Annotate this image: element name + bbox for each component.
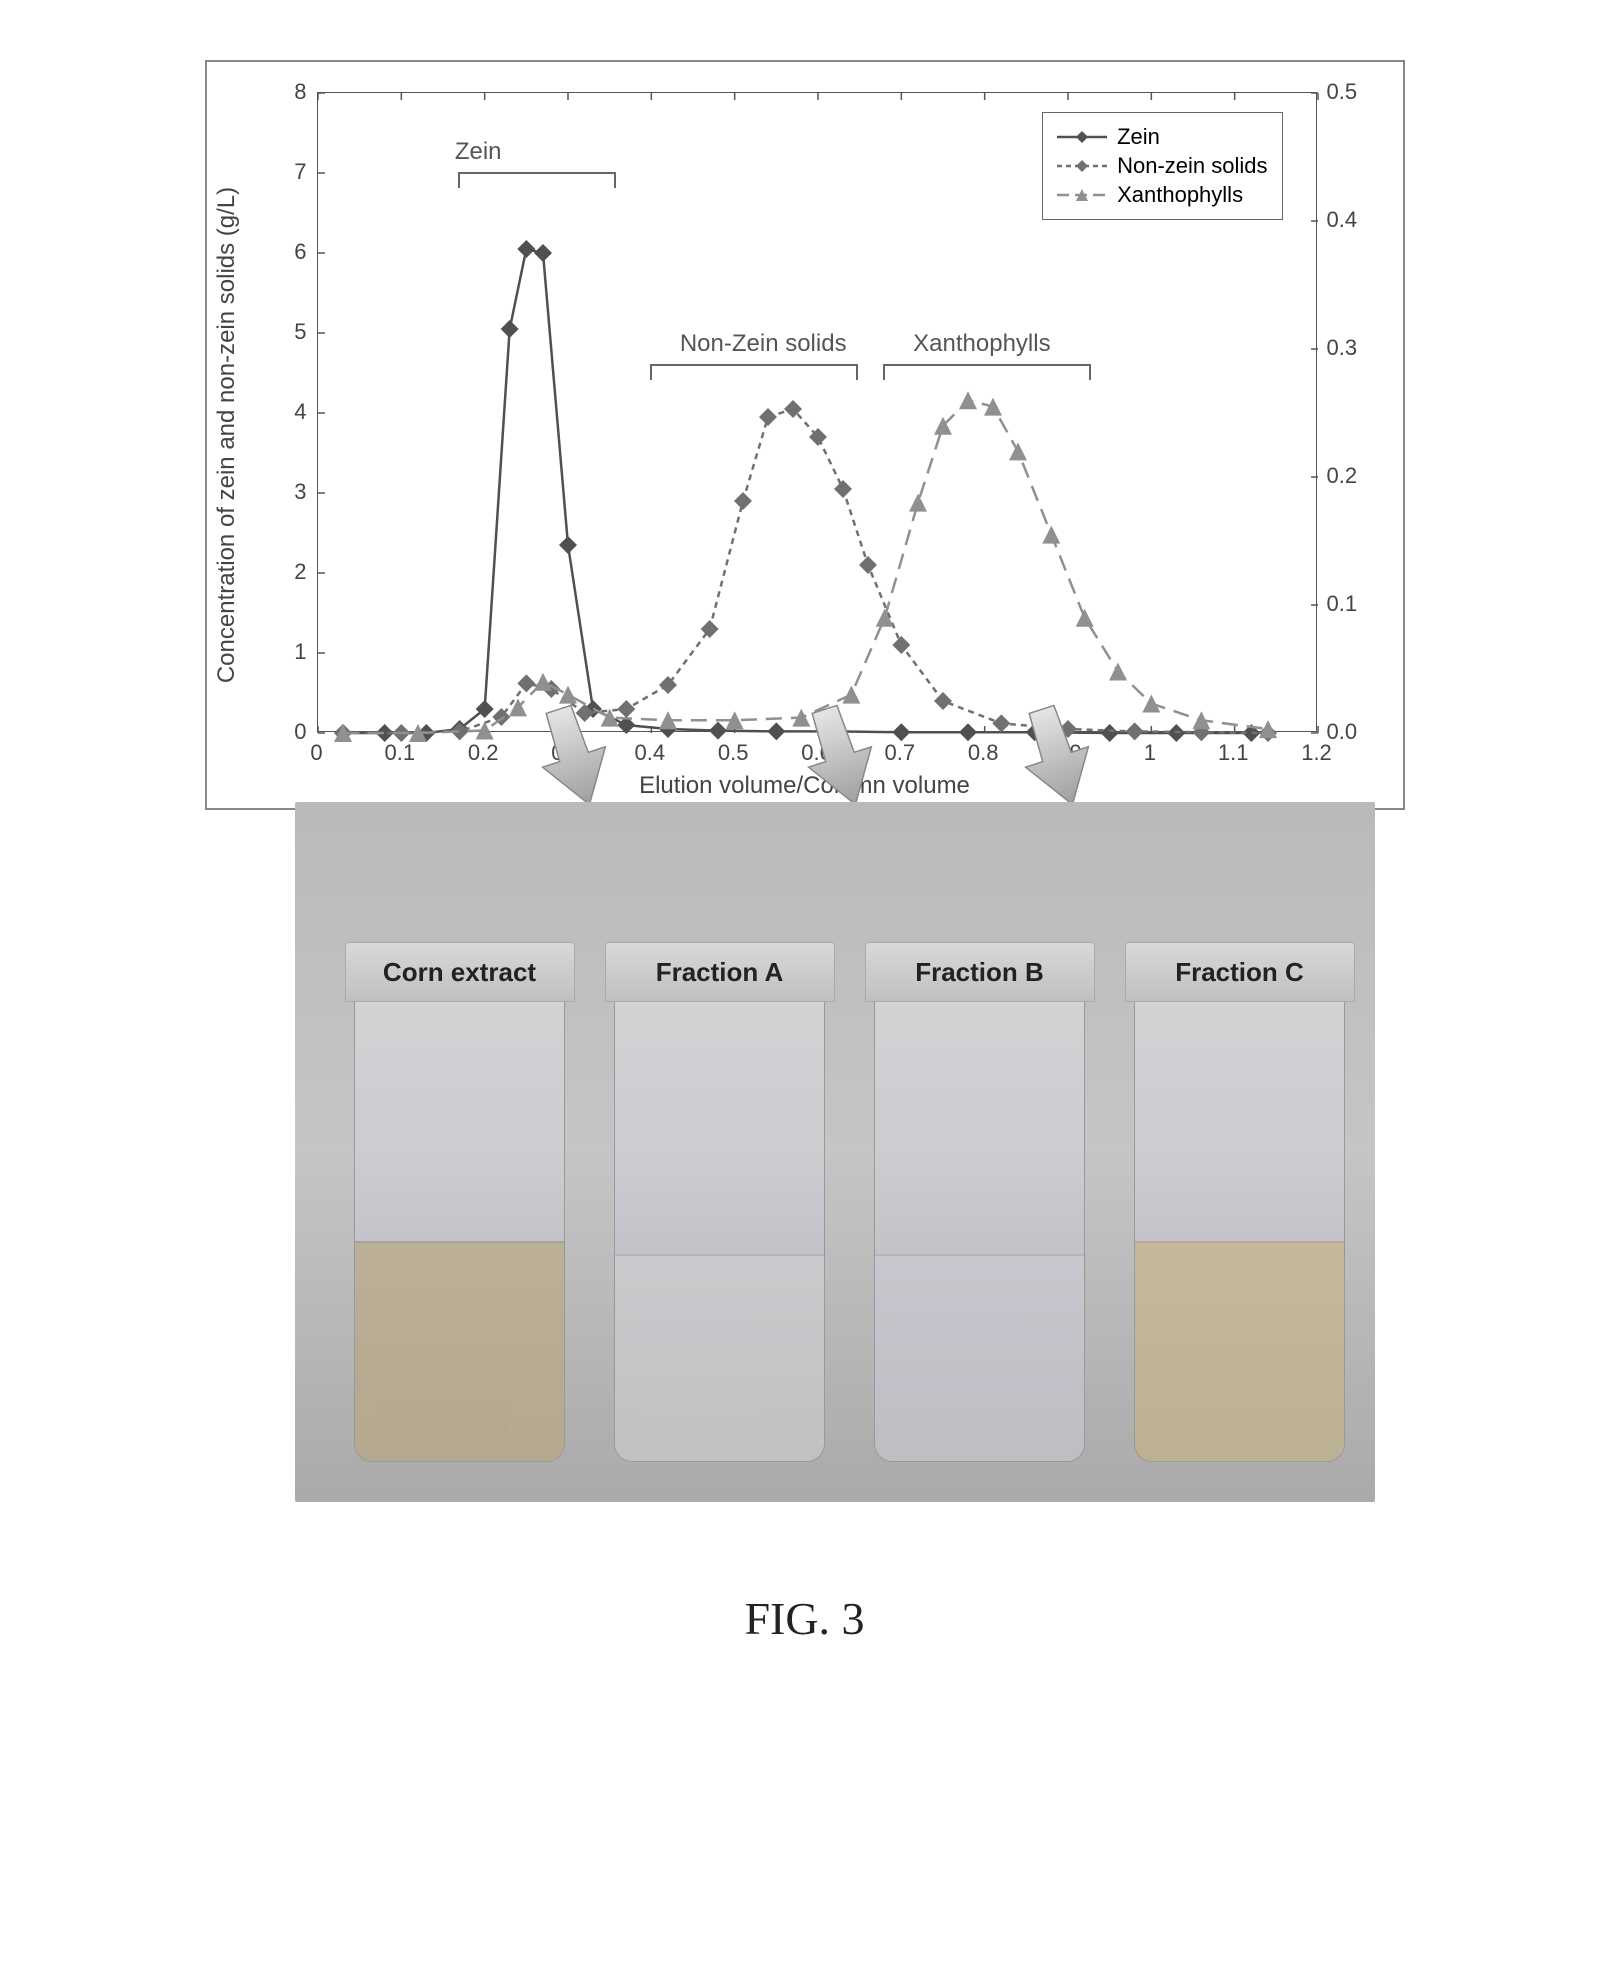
vial-liquid (355, 1241, 565, 1461)
legend-label-nonzein: Non-zein solids (1117, 153, 1267, 179)
x-tick-label: 0.5 (718, 740, 749, 766)
chart-area: Concentration of zein and non-zein solid… (205, 60, 1405, 810)
vial: Fraction A (605, 942, 835, 1462)
legend-label-zein: Zein (1117, 124, 1160, 150)
vial: Corn extract (345, 942, 575, 1462)
vial: Fraction C (1125, 942, 1355, 1462)
legend-box: Zein Non-zein solids Xanthophylls (1042, 112, 1282, 220)
x-tick-label: 0.4 (635, 740, 666, 766)
vial-cap: Fraction C (1125, 942, 1355, 1002)
y-tick-label-left: 2 (294, 559, 306, 585)
y-tick-label-left: 8 (294, 79, 306, 105)
peak-bracket (883, 364, 1091, 378)
x-tick-label: 0.7 (885, 740, 916, 766)
vial-label: Corn extract (383, 957, 536, 988)
legend-label-xantho: Xanthophylls (1117, 182, 1243, 208)
arrow-icon (805, 702, 875, 817)
vial-body (614, 1002, 826, 1462)
arrow-icon (1022, 702, 1092, 817)
legend-row-nonzein: Non-zein solids (1057, 153, 1267, 179)
y-tick-label-left: 3 (294, 479, 306, 505)
vial-body (874, 1002, 1086, 1462)
vial-body (1134, 1002, 1346, 1462)
x-tick-label: 0.2 (468, 740, 499, 766)
peak-label: Non-Zein solids (680, 330, 847, 358)
vial-cap: Corn extract (345, 942, 575, 1002)
vial-label: Fraction A (656, 957, 784, 988)
y-tick-label-left: 5 (294, 319, 306, 345)
peak-label: Xanthophylls (913, 330, 1050, 358)
vial: Fraction B (865, 942, 1095, 1462)
vial-cap: Fraction A (605, 942, 835, 1002)
x-tick-label: 0.8 (968, 740, 999, 766)
vial-liquid (1135, 1241, 1345, 1461)
legend-swatch-xantho (1057, 185, 1107, 205)
y-tick-label-right: 0.1 (1327, 591, 1358, 617)
vial-cap: Fraction B (865, 942, 1095, 1002)
y-tick-label-left: 4 (294, 399, 306, 425)
vial-label: Fraction C (1175, 957, 1304, 988)
vial-liquid (875, 1254, 1085, 1461)
arrow-icon (539, 702, 609, 817)
x-tick-label: 0 (310, 740, 322, 766)
y-axis-label-left: Concentration of zein and non-zein solid… (213, 187, 241, 683)
y-tick-label-right: 0.3 (1327, 335, 1358, 361)
legend-row-zein: Zein (1057, 124, 1267, 150)
legend-row-xantho: Xanthophylls (1057, 182, 1267, 208)
y-tick-label-right: 0.5 (1327, 79, 1358, 105)
y-tick-label-right: 0.0 (1327, 719, 1358, 745)
y-tick-label-left: 0 (294, 719, 306, 745)
legend-swatch-zein (1057, 127, 1107, 147)
y-tick-label-right: 0.4 (1327, 207, 1358, 233)
vial-body (354, 1002, 566, 1462)
peak-bracket (650, 364, 858, 378)
figure-caption: FIG. 3 (744, 1592, 864, 1645)
figure-container: Concentration of zein and non-zein solid… (120, 60, 1489, 1645)
x-tick-label: 0.1 (385, 740, 416, 766)
y-tick-label-left: 6 (294, 239, 306, 265)
y-tick-label-right: 0.2 (1327, 463, 1358, 489)
legend-swatch-nonzein (1057, 156, 1107, 176)
vial-liquid (615, 1254, 825, 1461)
vial-label: Fraction B (915, 957, 1044, 988)
y-tick-label-left: 7 (294, 159, 306, 185)
peak-label: Zein (455, 138, 502, 166)
peak-bracket (458, 172, 616, 186)
y-tick-label-left: 1 (294, 639, 306, 665)
photo-area: Corn extract Fraction A Fraction B Fract… (295, 802, 1375, 1502)
x-tick-label: 1.1 (1218, 740, 1249, 766)
x-tick-label: 1 (1144, 740, 1156, 766)
